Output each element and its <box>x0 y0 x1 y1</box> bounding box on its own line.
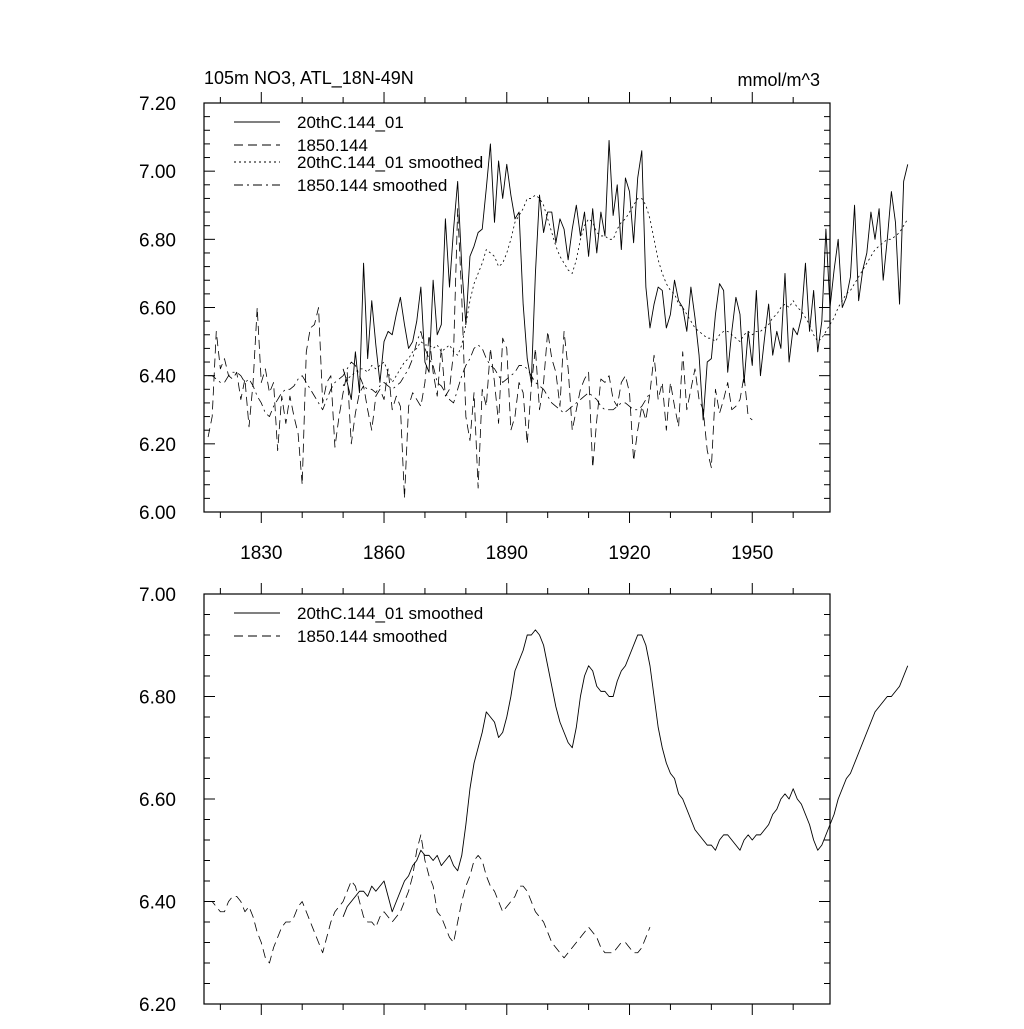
top-legend: 20thC.144_01 1850.144 20thC.144_01 smoot… <box>234 113 483 195</box>
top-x-tick-label: 1860 <box>363 543 405 564</box>
top-y-tick-label: 6.00 <box>139 503 176 524</box>
top-y-tick-label: 7.00 <box>139 162 176 183</box>
top-x-tick-label: 1890 <box>486 543 528 564</box>
legend-label: 20thC.144_01 <box>297 113 404 132</box>
bottom-y-tick-label: 6.80 <box>139 688 176 709</box>
series-line-20thc-144-01 <box>342 140 909 421</box>
bottom-y-tick-label: 6.60 <box>139 790 176 811</box>
top-y-tick-label: 6.60 <box>139 299 176 320</box>
bottom-series-group <box>208 629 909 964</box>
bottom-legend: 20thC.144_01 smoothed 1850.144 smoothed <box>234 604 483 646</box>
bottom-y-tick-labels: 6.20 6.40 6.60 6.80 7.00 <box>139 585 176 1016</box>
series-line-1850-144 <box>207 208 753 499</box>
legend-label: 20thC.144_01 smoothed <box>297 153 483 172</box>
legend-label: 1850.144 smoothed <box>297 176 447 195</box>
top-x-tick-labels: 1830 1860 1890 1920 1950 <box>240 543 773 564</box>
series-line-1850-144-smoothed <box>208 834 651 964</box>
top-panel: 105m NO3, ATL_18N-49N mmol/m^3 6.00 6.20… <box>139 68 909 564</box>
series-line-1850-144-smoothed <box>208 330 651 417</box>
top-plot-frame <box>203 102 831 513</box>
bottom-y-tick-label: 6.20 <box>139 995 176 1016</box>
series-line-20thc-144-01-smoothed <box>342 629 909 918</box>
top-y-tick-labels: 6.00 6.20 6.40 6.60 6.80 7.00 7.20 <box>139 94 176 524</box>
top-series-group <box>207 140 909 499</box>
top-y-tick-label: 6.80 <box>139 230 176 251</box>
top-chart-units: mmol/m^3 <box>738 70 820 90</box>
bottom-plot-frame <box>203 593 831 1005</box>
series-line-20thc-144-01-smoothed <box>342 194 909 387</box>
top-y-tick-label: 6.40 <box>139 367 176 388</box>
top-x-tick-label: 1920 <box>608 543 650 564</box>
top-chart-title: 105m NO3, ATL_18N-49N <box>204 68 414 89</box>
legend-label: 1850.144 <box>297 136 368 155</box>
top-x-tick-label: 1950 <box>731 543 773 564</box>
top-x-tick-label: 1830 <box>240 543 282 564</box>
legend-label: 20thC.144_01 smoothed <box>297 604 483 623</box>
top-y-tick-label: 6.20 <box>139 435 176 456</box>
bottom-y-tick-label: 6.40 <box>139 893 176 914</box>
bottom-y-tick-label: 7.00 <box>139 585 176 606</box>
top-y-tick-label: 7.20 <box>139 94 176 115</box>
bottom-axis-ticks <box>204 583 830 1015</box>
bottom-panel: 6.20 6.40 6.60 6.80 7.00 20thC.144_01 sm… <box>139 583 909 1016</box>
legend-label: 1850.144 smoothed <box>297 627 447 646</box>
